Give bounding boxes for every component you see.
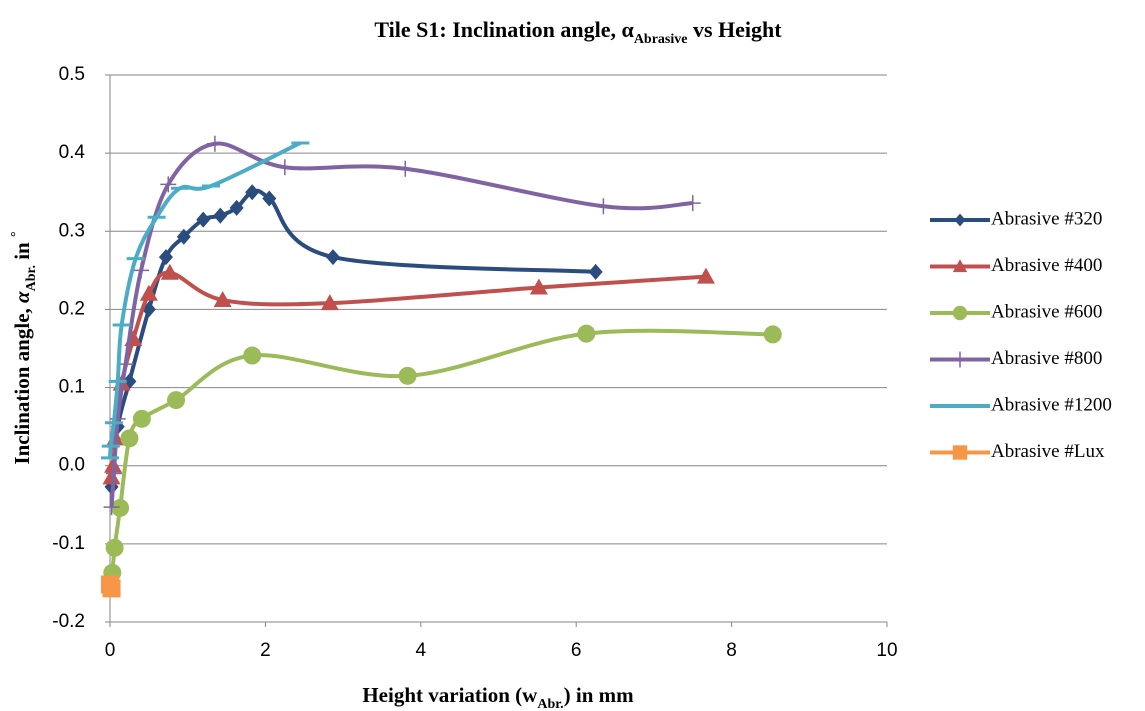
y-tick-label: 0.5 [59, 64, 85, 85]
y-tick-label: -0.2 [52, 611, 85, 632]
legend-label: Abrasive #600 [991, 301, 1102, 322]
point [196, 211, 211, 228]
y-tick-label: 0.1 [59, 377, 85, 398]
legend-label: Abrasive #400 [991, 255, 1102, 276]
point [325, 249, 340, 266]
point [213, 291, 232, 308]
x-tick-label: 0 [105, 640, 116, 661]
point [696, 267, 715, 284]
chart-title: Tile S1: Inclination angle, αAbrasive vs… [374, 17, 782, 47]
point [763, 325, 782, 344]
point [276, 159, 293, 176]
point [102, 468, 121, 485]
point [105, 538, 124, 557]
point [262, 190, 277, 207]
legend-label: Abrasive #320 [991, 208, 1102, 229]
point [588, 263, 603, 280]
text-part: vs Height [687, 17, 782, 42]
point [213, 207, 228, 224]
point [111, 498, 130, 517]
point [320, 294, 339, 311]
point [243, 346, 262, 365]
point [160, 176, 177, 193]
point [102, 579, 121, 598]
text-part: ) in mm [564, 683, 635, 707]
y-tick-label: 0.0 [59, 455, 85, 476]
x-tick-label: 4 [416, 640, 427, 661]
legend-marker [952, 259, 968, 273]
point [206, 135, 223, 152]
x-axis-label: Height variation (wAbr.) in mm [362, 683, 634, 711]
series-line [109, 141, 693, 508]
point [132, 409, 151, 428]
legend-marker [952, 351, 968, 368]
legend-label: Abrasive #Lux [991, 441, 1105, 462]
point [529, 278, 548, 295]
text-part: Height variation (w [362, 683, 538, 707]
point [595, 198, 612, 215]
text-part: Inclination angle, [10, 303, 34, 465]
series-line [109, 188, 596, 488]
point [103, 499, 120, 516]
point [167, 391, 186, 410]
x-tick-label: 2 [260, 640, 271, 661]
point [139, 284, 158, 301]
y-tick-label: 0.3 [59, 220, 85, 241]
point [105, 465, 122, 482]
legend-label: Abrasive #800 [991, 348, 1102, 369]
point [245, 184, 260, 201]
text-part: Abrasive [634, 32, 688, 47]
text-part: Abr. [537, 697, 563, 711]
point [397, 160, 414, 177]
text-part: Abr. [24, 265, 39, 291]
y-tick-label: 0.4 [59, 142, 86, 163]
text-part: ° [9, 231, 24, 237]
text-part: Tile S1: Inclination angle, α [374, 17, 634, 42]
y-axis-label: Inclination angle, αAbr. in ° [9, 231, 39, 464]
x-tick-label: 8 [726, 640, 737, 661]
x-tick-label: 10 [876, 640, 897, 661]
point [684, 195, 701, 212]
point [577, 324, 596, 343]
legend-marker [954, 213, 966, 227]
x-tick-label: 6 [571, 640, 582, 661]
y-tick-label: -0.1 [52, 533, 85, 554]
legend-marker [952, 445, 968, 460]
point [398, 366, 417, 385]
point [229, 199, 244, 216]
point [158, 249, 173, 266]
legend-marker [952, 305, 968, 321]
point [133, 262, 150, 279]
series-line [108, 141, 302, 459]
text-part: α [10, 291, 34, 303]
point [176, 228, 191, 245]
text-part: in [10, 237, 34, 265]
legend-label: Abrasive #1200 [991, 394, 1112, 415]
point [160, 263, 179, 280]
point [120, 429, 139, 448]
series-line [110, 328, 773, 573]
y-tick-label: 0.2 [59, 298, 85, 319]
